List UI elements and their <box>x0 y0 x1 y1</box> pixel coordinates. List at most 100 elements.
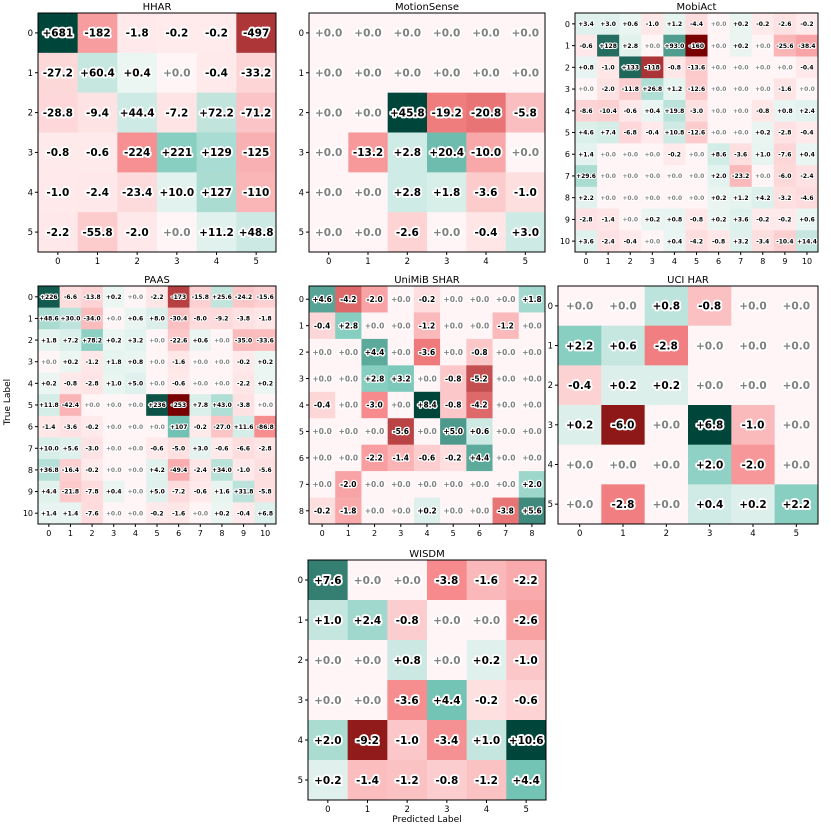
cell-value-label: +0.0 <box>609 459 636 471</box>
cell-value-label: +0.0 <box>149 337 165 344</box>
heatmap-cell <box>644 286 689 326</box>
y-tick-label: 1 <box>28 314 33 323</box>
heatmap-cell <box>773 34 797 57</box>
heatmap-cell <box>731 286 775 326</box>
cell-value-label: -12.6 <box>688 86 705 93</box>
y-tick-label: 4 <box>299 188 304 198</box>
heatmap-cell <box>232 286 255 308</box>
cell-value-label: +2.0 <box>696 459 723 471</box>
cell-value-label: -34.0 <box>83 316 100 323</box>
heatmap-cell <box>619 34 642 57</box>
heatmap-cell <box>558 325 602 366</box>
heatmap-cell <box>685 13 708 36</box>
cell-value-label: -0.8 <box>690 217 703 224</box>
cell-value-label: +5.0 <box>128 381 144 388</box>
heatmap-cell <box>348 52 388 93</box>
heatmap-cell <box>146 415 169 438</box>
heatmap-cell <box>102 286 125 308</box>
heatmap-cell <box>601 365 645 406</box>
cell-value-label: +0.6 <box>799 217 815 224</box>
x-tick-label: 0 <box>583 257 588 266</box>
y-tick-label: 2 <box>299 348 304 357</box>
heatmap-cell <box>146 307 169 330</box>
heatmap-cell <box>38 437 60 460</box>
cell-value-label: +0.0 <box>128 402 144 409</box>
cell-value-label: -21.8 <box>62 489 79 496</box>
cell-value-label: +0.0 <box>644 195 660 202</box>
cell-value-label: +0.4 <box>106 489 122 496</box>
heatmap-cell <box>427 92 467 133</box>
heatmap-cell <box>707 78 730 101</box>
x-tick-label: 1 <box>620 529 625 539</box>
cell-value-label: +0.0 <box>496 401 516 410</box>
x-tick-label: 8 <box>760 257 765 266</box>
heatmap-cell <box>254 307 277 330</box>
cell-value-label: +0.2 <box>314 775 341 787</box>
x-tick-label: 0 <box>55 257 60 267</box>
x-tick-label: 3 <box>174 257 179 267</box>
heatmap-cell <box>59 394 82 417</box>
cell-value-label: +3.0 <box>600 21 616 28</box>
heatmap-cell <box>597 230 620 253</box>
cell-value-label: +0.0 <box>106 510 122 517</box>
heatmap-cell <box>619 56 642 79</box>
heatmap-cell <box>167 286 190 308</box>
heatmap-cell <box>387 286 415 313</box>
heatmap-cell <box>466 172 506 213</box>
cell-value-label: +48.6 <box>39 316 59 323</box>
cell-value-label: +0.0 <box>128 445 144 452</box>
heatmap-cell <box>124 437 147 460</box>
heatmap-cell <box>466 132 506 173</box>
cell-value-label: +0.0 <box>214 359 230 366</box>
heatmap-cell <box>38 13 78 54</box>
cell-value-label: -1.2 <box>419 321 435 330</box>
heatmap-cell <box>795 99 819 122</box>
cell-value-label: +19.8 <box>664 108 684 115</box>
cell-value-label: -0.8 <box>445 401 461 410</box>
heatmap-cell <box>309 418 336 445</box>
heatmap-cell <box>413 338 441 366</box>
cell-value-label: +0.0 <box>470 480 490 489</box>
heatmap-cell <box>309 497 336 525</box>
heatmap-cell <box>518 497 546 525</box>
heatmap-cell <box>558 286 602 326</box>
cell-value-label: +2.2 <box>578 195 594 202</box>
heatmap-cell <box>335 286 362 313</box>
heatmap-cell <box>440 338 467 366</box>
cell-value-label: +0.0 <box>106 316 122 323</box>
x-tick-label: 4 <box>750 529 755 539</box>
y-tick-label: 6 <box>565 150 570 159</box>
cell-value-label: -2.2 <box>366 454 382 463</box>
heatmap-cell <box>413 471 441 498</box>
x-tick-label: 7 <box>738 257 743 266</box>
cell-value-label: +0.0 <box>433 615 460 627</box>
heatmap-cell <box>309 312 336 340</box>
heatmap-panel-motionsense: MotionSense +0.0 +0.0 +0.0 +0.0 +0.0 +0.0 +0.0 +… <box>299 2 546 267</box>
cell-value-label: -2.4 <box>602 238 615 245</box>
heatmap-cell <box>427 212 467 253</box>
cell-value-label: +0.0 <box>214 337 230 344</box>
heatmap-cell <box>795 78 819 101</box>
cell-value-label: +0.0 <box>192 510 208 517</box>
cell-value-label: -9.2 <box>356 735 379 747</box>
heatmap-cell <box>196 13 237 54</box>
heatmap-cell <box>335 497 362 525</box>
heatmap-cell <box>492 418 520 445</box>
cell-value-label: -0.8 <box>712 238 725 245</box>
cell-value-label: +0.0 <box>257 402 273 409</box>
cell-value-label: -33.2 <box>241 68 271 80</box>
cell-value-label: +0.0 <box>315 28 342 40</box>
cell-value-label: +0.2 <box>733 43 749 50</box>
heatmap-cell <box>688 365 732 406</box>
heatmap-cell <box>167 394 190 417</box>
cell-value-label: -1.4 <box>356 775 379 787</box>
heatmap-cell <box>387 600 428 641</box>
heatmap-cell <box>347 680 388 721</box>
cell-value-label: +0.0 <box>314 655 341 667</box>
heatmap-cell <box>751 34 775 57</box>
heatmap-cell <box>506 760 547 801</box>
heatmap-cell <box>641 121 664 144</box>
panel-title: MobiAct <box>677 2 717 13</box>
cell-value-label: +14.4 <box>797 238 817 245</box>
cell-value-label: -2.8 <box>655 340 678 352</box>
